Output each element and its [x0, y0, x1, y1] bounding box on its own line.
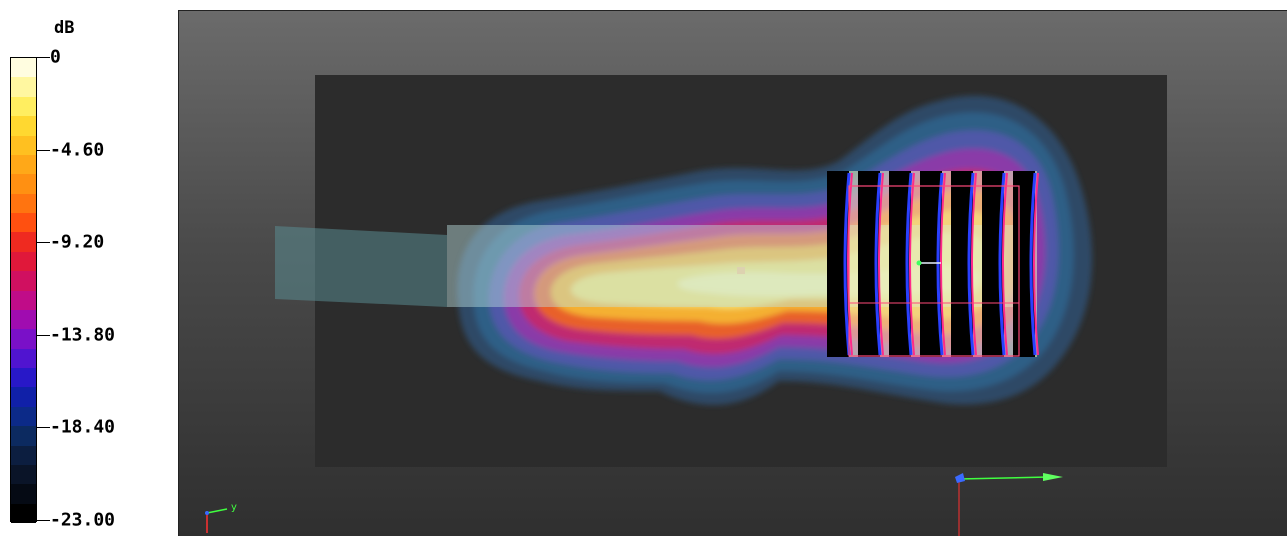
legend-unit: dB [54, 18, 75, 38]
grating-slat-edge [909, 172, 915, 356]
legend-swatch [11, 232, 36, 252]
legend-swatch [11, 368, 36, 388]
legend-color-bar [10, 57, 37, 523]
grating-structure [827, 171, 1039, 357]
grating-slat-edge [843, 172, 851, 356]
legend-swatch [11, 348, 36, 368]
legend-swatch [11, 484, 36, 504]
color-legend: dB 0 -4.60 -9.20 -13.80 -18.40 -23.00 [0, 0, 178, 535]
grating-slat-edge [998, 172, 1006, 356]
legend-tick [36, 520, 50, 521]
legend-tick [36, 334, 50, 336]
legend-tick-label: -4.60 [50, 139, 105, 161]
legend-swatch [11, 445, 36, 465]
grating-slat-edge [874, 172, 882, 356]
legend-swatch [11, 290, 36, 310]
legend-swatch [11, 135, 36, 155]
grating-slat [858, 171, 880, 357]
legend-tick-label: 0 [50, 46, 61, 68]
axis-gizmo-main [955, 473, 1063, 536]
legend-swatch [11, 309, 36, 330]
grating-slat [982, 171, 1004, 357]
legend-swatch [11, 116, 36, 136]
legend-swatch [11, 406, 36, 427]
axis-y-label: y [231, 502, 237, 513]
legend-swatch [11, 96, 36, 117]
legend-swatch [11, 387, 36, 407]
grating-slat-edge [905, 172, 913, 356]
grating-slat [827, 171, 849, 357]
legend-swatch [11, 329, 36, 349]
legend-swatch [11, 174, 36, 194]
grating-slat-edge [967, 172, 975, 356]
legend-swatch [11, 213, 36, 233]
grating-slat-edge [940, 172, 946, 356]
legend-tick-label: -18.40 [50, 416, 116, 438]
grating-slat-edge [878, 172, 884, 356]
beam-left-wedge [275, 226, 447, 307]
legend-tick [36, 149, 50, 151]
grating-slat-edge [847, 172, 853, 356]
grating-slat-edge [1033, 172, 1039, 356]
legend-tick-label: -9.20 [50, 231, 105, 253]
grating-slat-edge [1002, 172, 1008, 356]
grating-slat-edge [1029, 172, 1037, 356]
legend-tick [36, 57, 50, 58]
axis-gizmo-small: y [205, 502, 237, 533]
legend-swatch [11, 464, 36, 485]
legend-swatch [11, 154, 36, 175]
legend-swatch [11, 193, 36, 213]
grating-slat [889, 171, 911, 357]
legend-tick-label: -13.80 [50, 324, 116, 346]
legend-swatch [11, 271, 36, 291]
legend-swatch [11, 426, 36, 446]
legend-tick [36, 427, 50, 429]
legend-swatch [11, 251, 36, 272]
grating-slat-edge [936, 172, 944, 356]
3d-viewport[interactable]: y [178, 10, 1287, 536]
scene-svg: y [205, 75, 1167, 536]
grating-slat [951, 171, 973, 357]
grating-slat-edge [971, 172, 977, 356]
legend-tick [36, 242, 50, 244]
legend-swatch [11, 77, 36, 97]
legend-tick-label: -23.00 [50, 509, 116, 531]
legend-swatch [11, 58, 36, 78]
legend-swatch [11, 503, 36, 523]
source-marker [737, 267, 745, 274]
grating-slat [920, 171, 942, 357]
